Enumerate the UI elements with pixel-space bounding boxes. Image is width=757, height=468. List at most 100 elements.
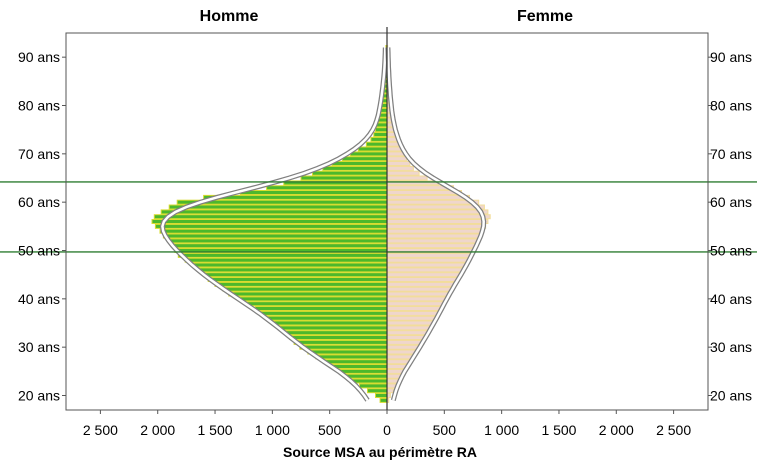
bar-homme-68: [331, 161, 388, 166]
bar-femme-62: [386, 190, 462, 195]
y-tick-label-right: 30 ans: [710, 339, 752, 355]
y-tick-label-right: 70 ans: [710, 146, 752, 162]
bar-femme-43: [386, 281, 456, 287]
bar-homme-21: [367, 388, 388, 394]
bar-homme-54: [159, 228, 388, 234]
bar-homme-40: [237, 296, 388, 302]
bar-homme-39: [246, 301, 388, 307]
y-tick-label-left: 60 ans: [18, 194, 60, 210]
bar-homme-38: [254, 306, 388, 311]
bar-homme-20: [375, 393, 388, 398]
y-tick-label-right: 60 ans: [710, 194, 752, 210]
bar-homme-29: [307, 349, 388, 355]
bar-homme-37: [260, 310, 388, 316]
bar-femme-65: [386, 175, 428, 181]
bar-femme-53: [386, 233, 482, 239]
bar-homme-53: [162, 233, 388, 239]
bar-femme-67: [386, 165, 414, 171]
bar-femme-44: [386, 277, 459, 282]
bar-femme-35: [386, 320, 435, 326]
bar-femme-61: [386, 194, 470, 200]
reference-lines: [0, 181, 757, 253]
bar-homme-63: [266, 185, 388, 191]
density-curves: [159, 47, 487, 402]
bar-femme-34: [386, 325, 432, 331]
title-femme: Femme: [517, 8, 573, 25]
bar-homme-19: [379, 397, 388, 403]
bar-homme-42: [222, 286, 388, 292]
x-tick-label: 1 000: [255, 422, 290, 438]
bar-homme-71: [357, 146, 388, 152]
bar-femme-46: [386, 267, 466, 273]
bar-homme-69: [341, 156, 388, 162]
bar-homme-30: [299, 344, 388, 350]
bar-femme-59: [386, 204, 485, 210]
y-tick-label-left: 40 ans: [18, 291, 60, 307]
bar-femme-52: [386, 238, 480, 244]
bar-homme-31: [293, 339, 388, 345]
bar-homme-46: [197, 267, 388, 273]
bar-femme-39: [386, 301, 445, 307]
y-tick-label-left: 20 ans: [18, 388, 60, 404]
y-tick-label-left: 80 ans: [18, 98, 60, 114]
x-tick-label: 2 000: [599, 422, 634, 438]
bar-homme-47: [191, 262, 388, 268]
y-tick-label-right: 90 ans: [710, 49, 752, 65]
bar-homme-26: [332, 364, 388, 369]
bar-homme-23: [352, 378, 388, 384]
bar-femme-41: [386, 291, 450, 297]
bar-femme-66: [386, 170, 420, 176]
bar-femme-54: [386, 228, 484, 234]
bar-femme-40: [386, 296, 448, 302]
curve-inner-homme: [161, 47, 387, 401]
y-tick-label-left: 50 ans: [18, 243, 60, 259]
bar-femme-36: [386, 315, 438, 321]
curve-inner-femme: [386, 47, 485, 401]
bar-homme-34: [279, 325, 388, 331]
bar-homme-66: [312, 170, 388, 176]
x-tick-label: 500: [433, 422, 457, 438]
bar-femme-42: [386, 286, 452, 292]
bar-femme-45: [386, 272, 462, 278]
axes: 20 ans 20 ans 30 ans 30 ans 40 ans 40 ans 50 a…: [18, 27, 752, 438]
bar-homme-74: [373, 132, 388, 137]
bar-femme-49: [386, 252, 473, 258]
bar-femme-69: [386, 156, 407, 162]
bar-homme-33: [285, 330, 388, 336]
y-tick-label-left: 30 ans: [18, 339, 60, 355]
bar-femme-31: [386, 339, 425, 345]
bar-femme-29: [386, 349, 418, 355]
bar-homme-55: [154, 223, 388, 229]
bar-homme-67: [322, 165, 388, 171]
bar-homme-28: [315, 354, 388, 360]
y-tick-label-left: 70 ans: [18, 146, 60, 162]
bar-homme-70: [349, 151, 388, 157]
title-homme: Homme: [200, 8, 259, 25]
bar-homme-43: [214, 281, 388, 287]
y-tick-label-right: 50 ans: [710, 243, 752, 259]
bar-femme-37: [386, 310, 441, 316]
bar-homme-58: [160, 209, 388, 215]
bar-homme-65: [300, 175, 388, 181]
bar-femme-51: [386, 243, 477, 249]
bar-femme-57: [386, 214, 491, 220]
bar-homme-36: [266, 315, 388, 321]
bar-homme-41: [228, 291, 388, 297]
bar-homme-51: [172, 243, 388, 249]
x-tick-label: 0: [383, 422, 391, 438]
bar-homme-35: [271, 320, 388, 326]
bar-homme-45: [203, 272, 388, 278]
bar-homme-27: [324, 359, 388, 365]
y-tick-label-left: 90 ans: [18, 49, 60, 65]
bar-femme-47: [386, 262, 468, 268]
bar-femme-68: [386, 161, 411, 166]
bar-homme-76: [376, 122, 388, 128]
bars-layer: [151, 45, 491, 403]
bar-femme-58: [386, 209, 489, 215]
bar-femme-28: [386, 354, 414, 360]
bar-homme-73: [370, 136, 388, 142]
bar-femme-60: [386, 199, 480, 205]
bar-homme-57: [153, 214, 388, 220]
